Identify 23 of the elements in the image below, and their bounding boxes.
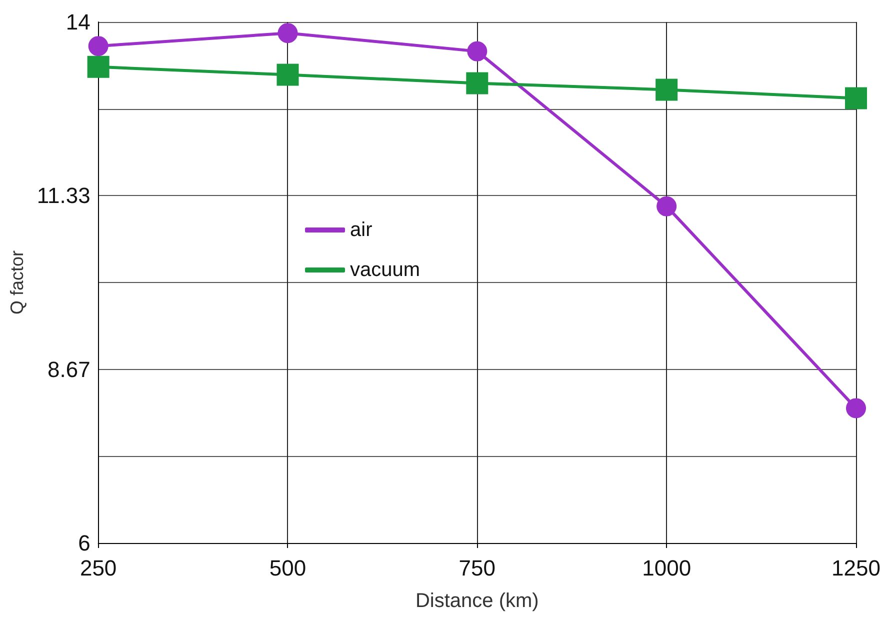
x-tick-label: 1000 xyxy=(642,556,692,580)
x-tick-label: 250 xyxy=(80,556,117,580)
point xyxy=(278,23,298,44)
y-tick-label: 8.67 xyxy=(47,356,90,382)
legend-label: air xyxy=(350,219,373,241)
point xyxy=(88,36,108,56)
x-axis-title: Distance (km) xyxy=(415,590,539,612)
y-tick-label: 6 xyxy=(78,530,90,556)
x-tick-label: 1250 xyxy=(832,556,880,580)
legend-label: vacuum xyxy=(350,259,420,281)
y-tick-label: 14 xyxy=(66,10,90,34)
x-tick-label: 750 xyxy=(458,556,496,580)
point xyxy=(845,87,867,110)
point xyxy=(466,72,488,94)
point xyxy=(846,398,866,418)
point xyxy=(656,196,677,216)
x-tick-label: 500 xyxy=(269,556,306,580)
y-tick-label: 11.33 xyxy=(36,183,90,208)
point xyxy=(276,64,299,86)
point xyxy=(467,41,488,62)
point xyxy=(87,56,110,78)
point xyxy=(656,78,678,101)
y-axis-title: Q factor xyxy=(7,250,27,315)
